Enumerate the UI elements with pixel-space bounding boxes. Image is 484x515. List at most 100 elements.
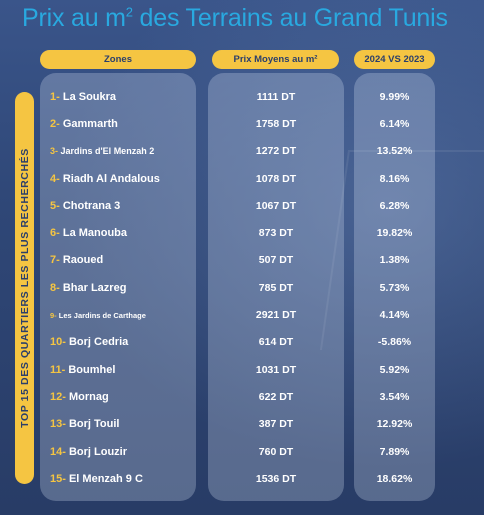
rank-number: 7- [50, 254, 60, 267]
zone-cell: 12- Mornag [50, 383, 196, 410]
rank-number: 1- [50, 90, 60, 103]
change-cell: 6.14% [379, 117, 410, 130]
zone-cell: 6- La Manouba [50, 219, 196, 246]
change-cell: 7.89% [379, 445, 410, 458]
price-cell: 2921 DT [255, 309, 297, 322]
zone-name: Borj Louzir [68, 445, 128, 458]
header-prix: Prix Moyens au m² [212, 50, 339, 69]
zone-name: Mornag [68, 390, 109, 403]
change-cell: 5.73% [379, 281, 410, 294]
ranking-table: 1- La Soukra 1111 DT 9.99% 2- Gammarth 1758 … [0, 83, 484, 492]
price-cell: 760 DT [258, 445, 294, 458]
table-row: 1- La Soukra 1111 DT 9.99% [0, 83, 484, 110]
change-cell: 4.14% [379, 309, 410, 322]
table-row: 4- Riadh Al Andalous 1078 DT 8.16% [0, 165, 484, 192]
price-cell: 873 DT [258, 227, 294, 240]
zone-cell: 1- La Soukra [50, 83, 196, 110]
zone-cell: 9- Les Jardins de Carthage [50, 301, 196, 328]
zone-name: El Menzah 9 C [68, 472, 143, 485]
rank-number: 6- [50, 227, 60, 240]
table-row: 7- Raoued 507 DT 1.38% [0, 247, 484, 274]
price-cell: 1111 DT [256, 90, 296, 103]
rank-number: 3- [50, 146, 59, 157]
zone-name: La Manouba [62, 227, 128, 240]
zone-cell: 8- Bhar Lazreg [50, 274, 196, 301]
change-cell: 5.92% [379, 363, 410, 376]
rank-number: 4- [50, 172, 60, 185]
change-cell: 8.16% [379, 172, 410, 185]
zone-name: Borj Cedria [68, 336, 129, 349]
page-title: Prix au m2 des Terrains au Grand Tunis [22, 4, 484, 36]
change-cell: 18.62% [376, 472, 413, 485]
price-cell: 1758 DT [255, 117, 297, 130]
table-row: 8- Bhar Lazreg 785 DT 5.73% [0, 274, 484, 301]
price-cell: 387 DT [258, 418, 294, 431]
title-prefix: Prix au m [22, 4, 126, 32]
side-label-bar [15, 92, 34, 484]
change-cell: 9.99% [379, 90, 410, 103]
zone-cell: 5- Chotrana 3 [50, 192, 196, 219]
zone-name: Bhar Lazreg [62, 281, 127, 294]
table-row: 9- Les Jardins de Carthage 2921 DT 4.14% [0, 301, 484, 328]
zone-name: Raoued [62, 254, 104, 267]
price-cell: 1031 DT [255, 363, 297, 376]
zone-name: Jardins d'El Menzah 2 [60, 146, 155, 157]
zone-cell: 4- Riadh Al Andalous [50, 165, 196, 192]
price-cell: 614 DT [258, 336, 294, 349]
zone-name: Boumhel [68, 363, 116, 376]
price-cell: 622 DT [258, 390, 294, 403]
price-cell: 507 DT [258, 254, 294, 267]
zone-cell: 14- Borj Louzir [50, 438, 196, 465]
zone-name: Les Jardins de Carthage [58, 310, 146, 320]
table-row: 13- Borj Touil 387 DT 12.92% [0, 411, 484, 438]
change-cell: 13.52% [376, 145, 413, 158]
header-zones: Zones [40, 50, 196, 69]
zone-name: Gammarth [62, 117, 118, 130]
zone-name: Riadh Al Andalous [62, 172, 160, 185]
zone-cell: 7- Raoued [50, 247, 196, 274]
price-cell: 1536 DT [255, 472, 297, 485]
table-row: 12- Mornag 622 DT 3.54% [0, 383, 484, 410]
table-row: 2- Gammarth 1758 DT 6.14% [0, 110, 484, 137]
table-row: 5- Chotrana 3 1067 DT 6.28% [0, 192, 484, 219]
change-cell: 1.38% [379, 254, 410, 267]
zone-cell: 2- Gammarth [50, 110, 196, 137]
table-row: 11- Boumhel 1031 DT 5.92% [0, 356, 484, 383]
zones-column-panel [40, 73, 196, 501]
table-row: 14- Borj Louzir 760 DT 7.89% [0, 438, 484, 465]
price-cell: 785 DT [258, 281, 294, 294]
zone-name: Chotrana 3 [62, 199, 121, 212]
change-cell: 6.28% [379, 199, 410, 212]
rank-number: 11- [50, 363, 66, 376]
change-cell: 3.54% [379, 390, 410, 403]
zone-name: Borj Touil [68, 418, 120, 431]
change-cell: 12.92% [376, 418, 413, 431]
prix-column-panel [208, 73, 344, 501]
table-row: 15- El Menzah 9 C 1536 DT 18.62% [0, 465, 484, 492]
rank-number: 5- [50, 199, 60, 212]
zone-cell: 10- Borj Cedria [50, 329, 196, 356]
price-cell: 1078 DT [255, 172, 297, 185]
title-superscript: 2 [125, 4, 133, 20]
table-row: 6- La Manouba 873 DT 19.82% [0, 219, 484, 246]
zone-name: La Soukra [62, 90, 117, 103]
rank-number: 13- [50, 418, 66, 431]
rank-number: 14- [50, 445, 66, 458]
rank-number: 9- [50, 310, 57, 320]
table-row: 10- Borj Cedria 614 DT -5.86% [0, 329, 484, 356]
rank-number: 8- [50, 281, 60, 294]
title-suffix: des Terrains au Grand Tunis [132, 4, 448, 32]
price-cell: 1067 DT [255, 199, 297, 212]
change-cell: 19.82% [376, 227, 413, 240]
price-cell: 1272 DT [255, 145, 297, 158]
change-cell: -5.86% [377, 336, 412, 349]
comparison-column-panel [354, 73, 435, 501]
header-comparison: 2024 VS 2023 [354, 50, 435, 69]
rank-number: 2- [50, 117, 60, 130]
zone-cell: 11- Boumhel [50, 356, 196, 383]
zone-cell: 3- Jardins d'El Menzah 2 [50, 138, 196, 165]
zone-cell: 15- El Menzah 9 C [50, 465, 196, 492]
rank-number: 10- [50, 336, 66, 349]
rank-number: 15- [50, 472, 66, 485]
